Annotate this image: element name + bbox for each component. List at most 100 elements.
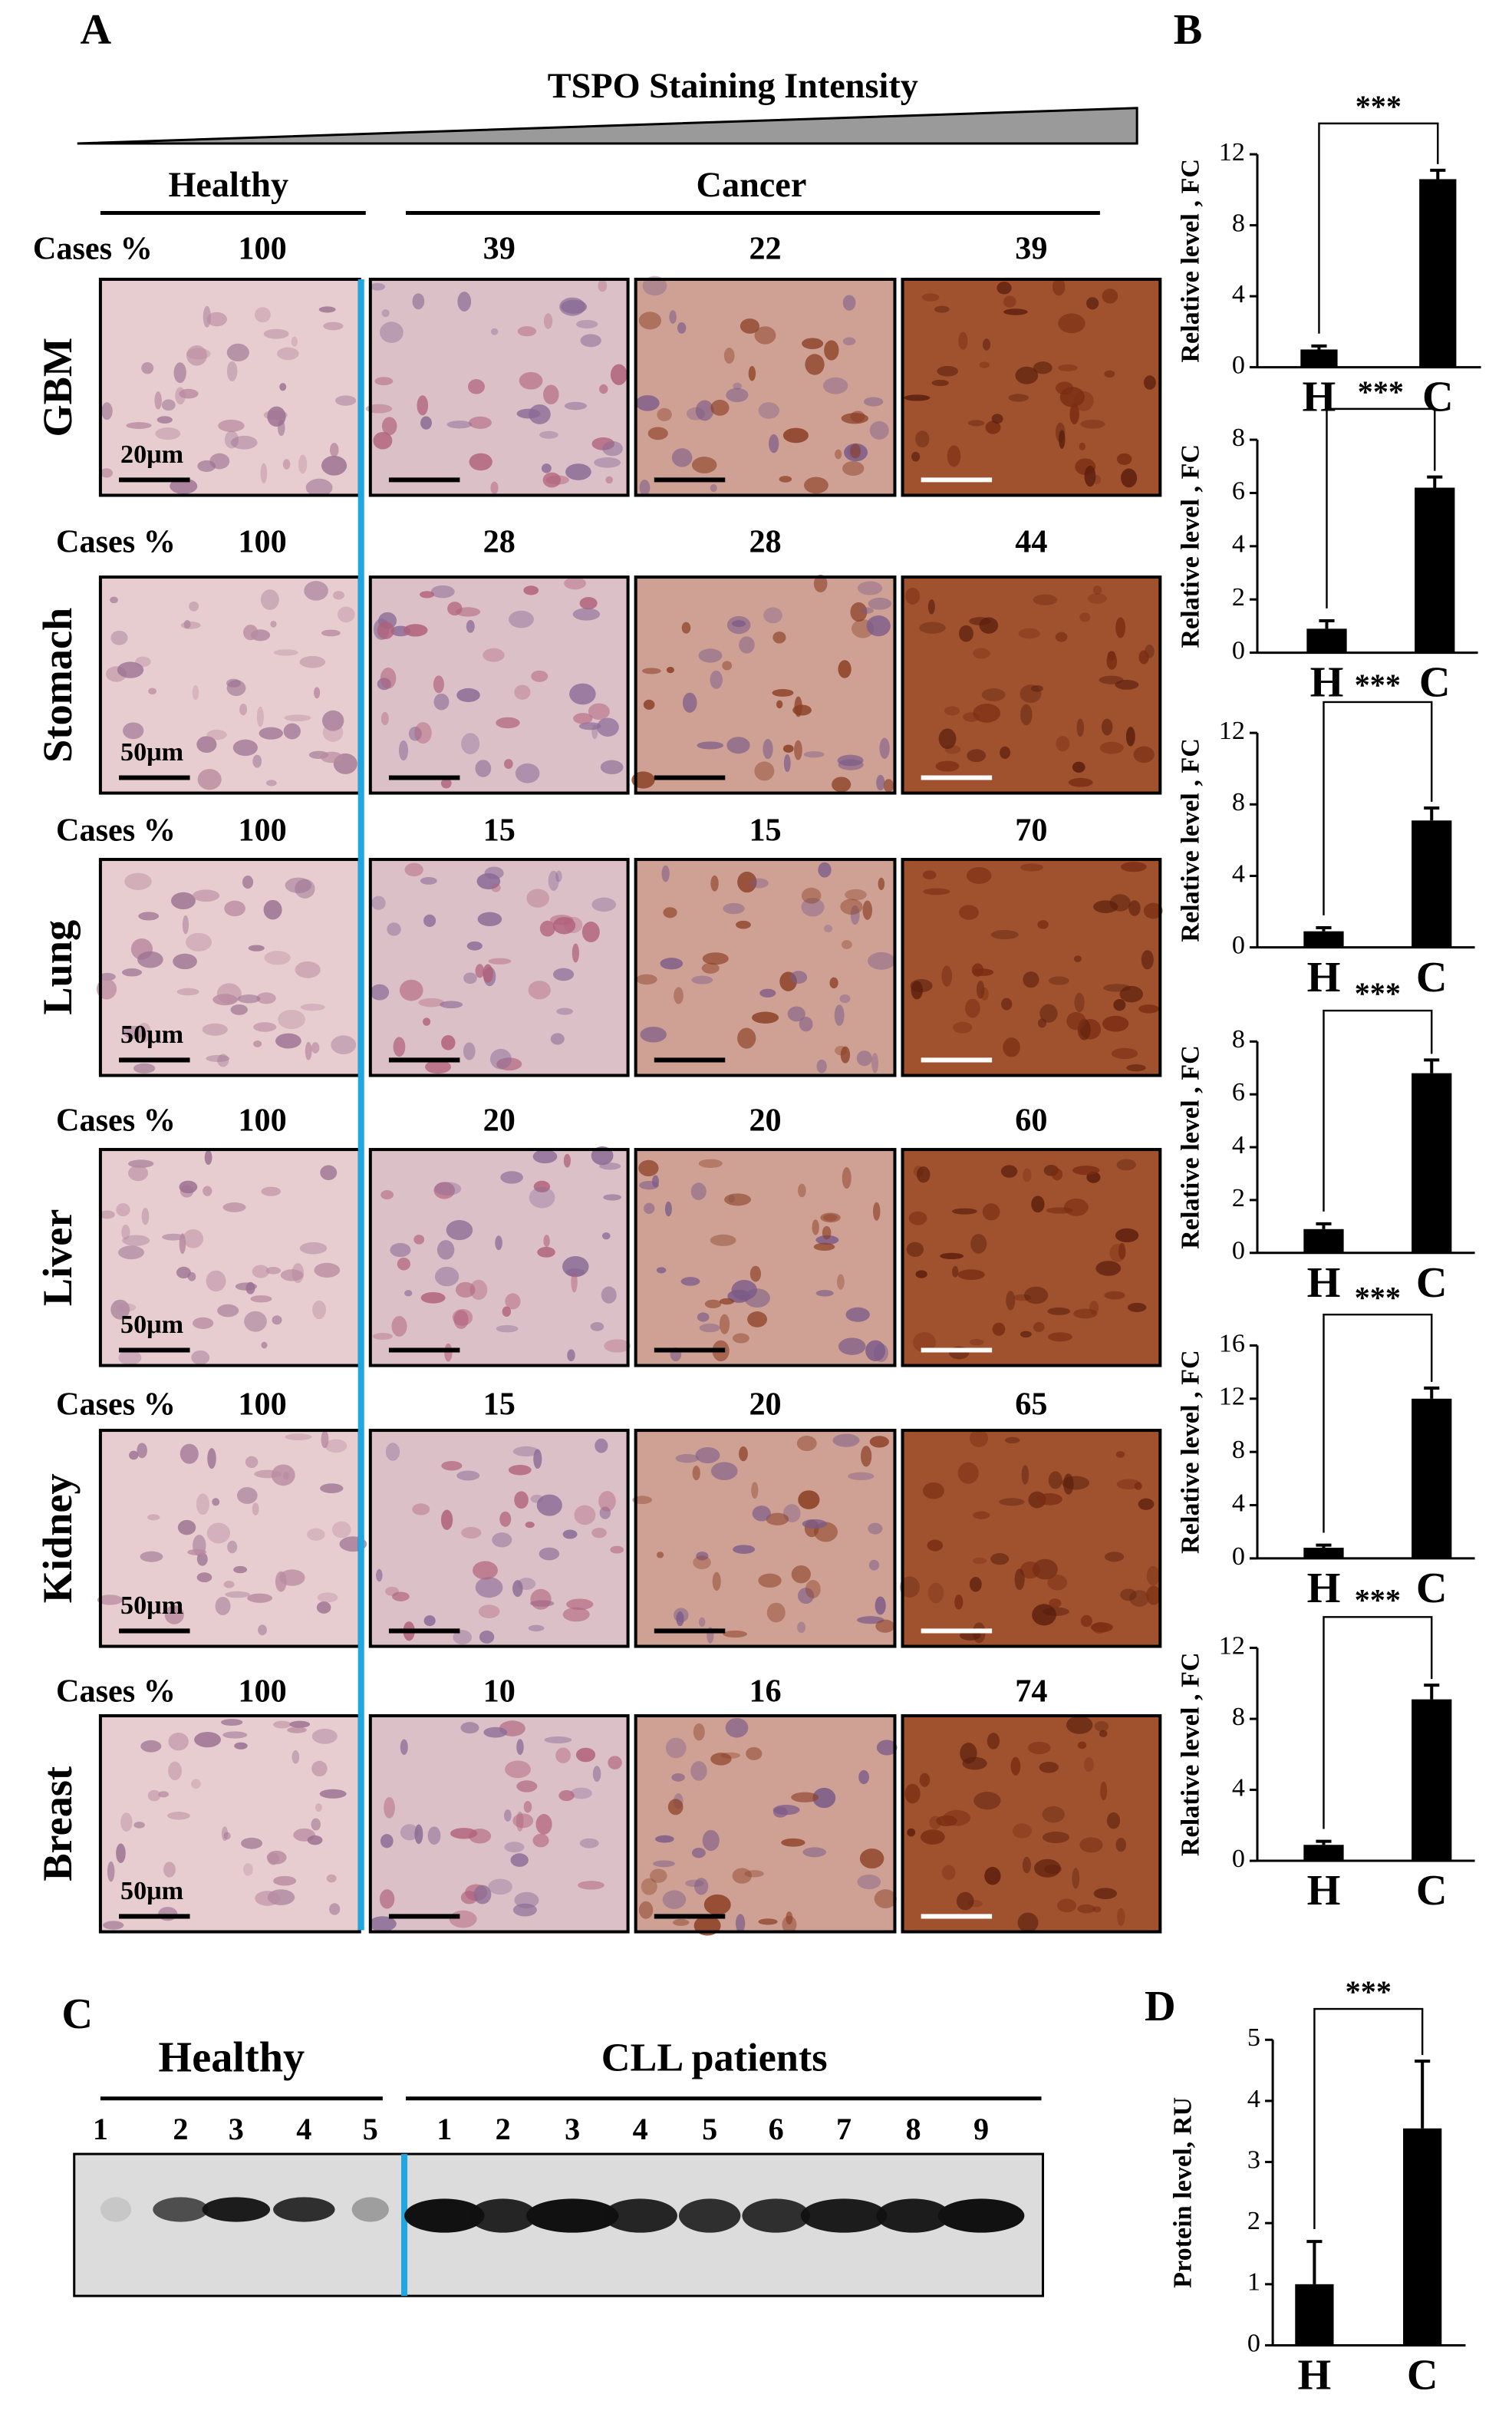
cell (1115, 1451, 1125, 1458)
cell (987, 1733, 1000, 1750)
cell (420, 416, 432, 430)
cell (1138, 1498, 1155, 1510)
cell (1072, 1868, 1080, 1889)
cell (799, 1017, 813, 1032)
cell (291, 336, 298, 347)
cell (280, 1269, 304, 1281)
cell (598, 279, 608, 292)
cell (311, 1760, 328, 1777)
bar (1412, 1699, 1452, 1862)
cell (488, 958, 512, 965)
cell (460, 1722, 479, 1734)
x-tick-label: C (1407, 2352, 1438, 2399)
cell (1000, 1165, 1018, 1178)
histology-image (634, 1714, 898, 1936)
cell (264, 951, 291, 965)
cell (476, 872, 501, 890)
cell (1086, 297, 1099, 310)
image-bg (902, 1430, 1161, 1647)
cell (726, 388, 749, 403)
cell (423, 1017, 431, 1026)
y-tick-label: 8 (1232, 209, 1245, 237)
cell (295, 961, 321, 978)
cell (321, 629, 341, 637)
cell (934, 305, 950, 313)
significance-label: *** (1358, 374, 1404, 409)
cell (434, 1182, 462, 1196)
cell (832, 1433, 860, 1447)
cell (1012, 1823, 1033, 1839)
cell (564, 577, 586, 590)
cell (380, 668, 397, 689)
cell (256, 706, 264, 727)
cell (992, 1322, 1006, 1336)
y-tick-label: 8 (1232, 1703, 1245, 1731)
cell (869, 420, 889, 440)
cell (381, 417, 397, 436)
cell (791, 1565, 811, 1584)
cell (529, 1186, 555, 1209)
cell (230, 1004, 248, 1015)
cell (226, 343, 249, 362)
cell (695, 1446, 720, 1464)
cell (556, 1008, 573, 1015)
cell (601, 1286, 617, 1304)
cell (179, 1233, 186, 1255)
cell (453, 1310, 469, 1329)
cell (797, 1588, 815, 1604)
cell (392, 1591, 410, 1601)
cell (798, 1183, 806, 1198)
cell (969, 617, 991, 625)
cell (754, 326, 776, 345)
cell (1047, 1575, 1068, 1591)
cell (418, 998, 445, 1008)
cell (320, 1165, 338, 1180)
cell (798, 1490, 820, 1509)
cell (699, 1323, 720, 1333)
cell (733, 1545, 756, 1554)
image-frame (901, 1148, 1162, 1367)
cell (253, 1022, 277, 1032)
cell (641, 1878, 657, 1895)
cell (1104, 370, 1115, 378)
y-tick-label: 8 (1232, 1436, 1245, 1464)
x-tick-label: H (1307, 1565, 1341, 1612)
cell (681, 622, 691, 634)
y-tick-label: 8 (1232, 788, 1245, 816)
cell (221, 1719, 243, 1726)
cell (1079, 612, 1091, 622)
cell (270, 620, 277, 628)
cell (1001, 998, 1013, 1011)
cell (858, 1769, 869, 1785)
y-tick-label: 0 (1232, 1542, 1245, 1571)
cell (478, 1604, 500, 1618)
cell (1077, 1741, 1087, 1750)
cell (735, 1914, 746, 1933)
cell (528, 1624, 545, 1632)
histology-image (368, 1429, 630, 1648)
cell (1087, 593, 1108, 604)
cell (941, 1865, 956, 1881)
cases-value: 28 (749, 524, 781, 560)
cell (292, 1750, 300, 1764)
cell (504, 759, 513, 769)
cell (1103, 984, 1132, 992)
image-bg (370, 1149, 628, 1366)
cases-value: 100 (238, 1103, 286, 1139)
cell (469, 1279, 488, 1300)
cell (235, 1282, 258, 1291)
image-frame (901, 575, 1162, 795)
cell (956, 1891, 974, 1911)
intensity-wedge (77, 107, 1138, 145)
tissue-label: GBM (35, 338, 81, 437)
cell (883, 779, 894, 793)
cell (244, 1311, 267, 1332)
cell (984, 1866, 1001, 1885)
cell (972, 1558, 987, 1565)
y-tick-label: 0 (1232, 636, 1245, 665)
cell (702, 1829, 720, 1852)
cell (693, 1555, 711, 1570)
cell (850, 602, 868, 622)
cell (783, 754, 791, 773)
